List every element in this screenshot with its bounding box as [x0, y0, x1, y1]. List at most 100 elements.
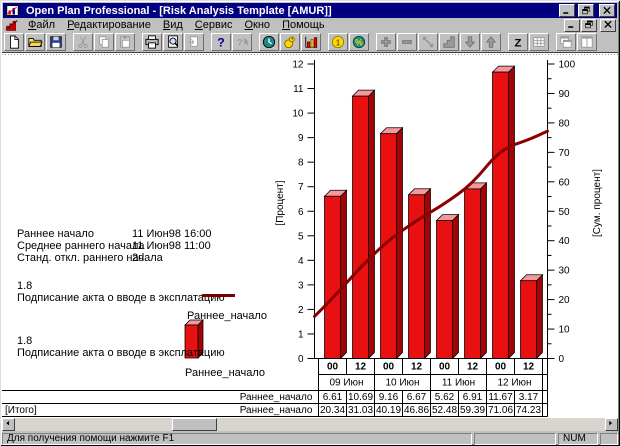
svg-text:9: 9: [298, 133, 304, 144]
svg-text:11 Июн: 11 Июн: [442, 378, 475, 389]
window-minimize-button[interactable]: [559, 4, 575, 17]
clock-button[interactable]: [259, 33, 279, 51]
svg-text:00: 00: [439, 362, 451, 373]
print-button[interactable]: [142, 33, 162, 51]
menu-item-файл[interactable]: Файл: [28, 18, 56, 31]
arrow-down-button: [460, 33, 480, 51]
svg-text:00: 00: [327, 362, 339, 373]
help-button[interactable]: ?: [211, 33, 231, 51]
svg-text:4: 4: [298, 256, 304, 267]
svg-text:11: 11: [293, 84, 304, 95]
bar-side: [536, 273, 543, 360]
cut-button: [73, 33, 93, 51]
status-bar: Для получения помощи нажмите F1 NUM: [2, 433, 618, 445]
bar-side: [340, 189, 347, 360]
menu-item-помощь[interactable]: Помощь: [282, 18, 325, 31]
svg-text:7: 7: [298, 182, 304, 193]
info-panel: Раннее начало 11 Июн98 16:00 Среднее ран…: [17, 228, 212, 264]
open-folder-button[interactable]: [25, 33, 45, 51]
scroll-right-button[interactable]: [605, 418, 618, 431]
scrollbar-thumb[interactable]: [172, 418, 217, 431]
legend-activity-name: Подписание акта о вводе в эксплатацию: [17, 292, 225, 304]
svg-text:12: 12: [292, 60, 304, 71]
svg-text:12: 12: [411, 362, 423, 373]
svg-text:11.67: 11.67: [488, 392, 513, 403]
info-label: Станд. откл. раннего начала: [17, 252, 164, 264]
svg-text:52.48: 52.48: [432, 405, 457, 416]
svg-text:59.39: 59.39: [460, 405, 485, 416]
svg-text:5: 5: [298, 231, 304, 242]
document-minimize-button[interactable]: [564, 18, 580, 32]
svg-text:10 Июн: 10 Июн: [385, 378, 419, 389]
app-icon: [5, 4, 21, 17]
document-close-button[interactable]: [600, 18, 616, 32]
histogram-button[interactable]: [301, 33, 321, 51]
coin-button[interactable]: 1: [328, 33, 348, 51]
svg-text:3.17: 3.17: [519, 392, 539, 403]
menu-item-сервис[interactable]: Сервис: [194, 18, 233, 31]
menu-item-окно[interactable]: Окно: [244, 18, 271, 31]
svg-text:9.16: 9.16: [379, 392, 399, 403]
svg-text:50: 50: [559, 207, 571, 218]
svg-text:0: 0: [559, 354, 565, 365]
percent-button[interactable]: %: [349, 33, 369, 51]
arrow-up-button: [481, 33, 501, 51]
scroll-left-button[interactable]: [2, 418, 15, 431]
window-title: Open Plan Professional - [Risk Analysis …: [26, 4, 332, 17]
status-pane-empty: [600, 433, 618, 445]
bar: [492, 71, 509, 359]
grid-button: [529, 33, 549, 51]
svg-text:[Итого]: [Итого]: [5, 405, 37, 416]
table-grid: [2, 358, 548, 417]
legend-line-symbol: [202, 294, 235, 297]
info-value: 11 Июн98 11:00: [132, 240, 211, 252]
svg-text:12: 12: [355, 362, 367, 373]
menu-item-вид[interactable]: Вид: [162, 18, 183, 31]
menu-items: Файл Редактирование Вид Сервис Окно Помощь: [22, 19, 331, 32]
window-restore-button[interactable]: [578, 4, 594, 17]
table-text: 00 12 00 12 00 12 00 12 09 Июн 10 Июн 11 Июн 12 Июн…: [5, 362, 541, 417]
bird-button[interactable]: [280, 33, 300, 51]
left-axis-title: [Процент]: [275, 180, 286, 225]
svg-text:70: 70: [559, 148, 571, 159]
svg-text:31.03: 31.03: [348, 405, 373, 416]
new-document-button[interactable]: [4, 33, 24, 51]
right-axis: [547, 60, 555, 359]
svg-text:Раннее_начало: Раннее_начало: [240, 392, 313, 403]
plus-button: [376, 33, 396, 51]
svg-text:71.06: 71.06: [488, 405, 513, 416]
svg-text:40: 40: [559, 236, 571, 247]
svg-text:%: %: [355, 38, 363, 48]
horizontal-scrollbar[interactable]: [2, 418, 618, 431]
svg-text:Z: Z: [515, 37, 522, 49]
svg-text:6.61: 6.61: [323, 392, 343, 403]
info-value: 2d: [132, 252, 144, 264]
document-chart-icon[interactable]: [4, 19, 20, 32]
z-sort-button[interactable]: Z: [508, 33, 528, 51]
save-button[interactable]: [46, 33, 66, 51]
print-preview-button[interactable]: [163, 33, 183, 51]
bar-side: [452, 213, 459, 360]
document-restore-button[interactable]: [581, 18, 597, 32]
legend-bar-symbol-front: [184, 324, 199, 359]
copy-button: [94, 33, 114, 51]
info-value: 11 Июн98 16:00: [132, 228, 212, 240]
svg-text:5.62: 5.62: [435, 392, 455, 403]
window-close-button[interactable]: [599, 4, 615, 17]
svg-text:?: ?: [217, 35, 224, 49]
menu-item-редактирование[interactable]: Редактирование: [67, 18, 151, 31]
bar: [352, 95, 369, 359]
svg-text:46.86: 46.86: [404, 405, 429, 416]
window-cascade-button: [556, 33, 576, 51]
legend-entry-line: 1.8 Подписание акта о вводе в эксплатаци…: [17, 280, 267, 322]
svg-text:20: 20: [559, 295, 571, 306]
legend-activity-name: Подписание акта о вводе в эксплатацию: [17, 347, 225, 359]
svg-text:2: 2: [298, 305, 304, 316]
svg-text:00: 00: [495, 362, 507, 373]
legend-activity-id: 1.8: [17, 335, 32, 347]
svg-text:00: 00: [383, 362, 395, 373]
bars: [323, 65, 544, 360]
svg-text:10.69: 10.69: [348, 392, 373, 403]
legend-entry-bar: 1.8 Подписание акта о вводе в эксплатаци…: [17, 319, 265, 379]
svg-text:1: 1: [336, 39, 341, 48]
